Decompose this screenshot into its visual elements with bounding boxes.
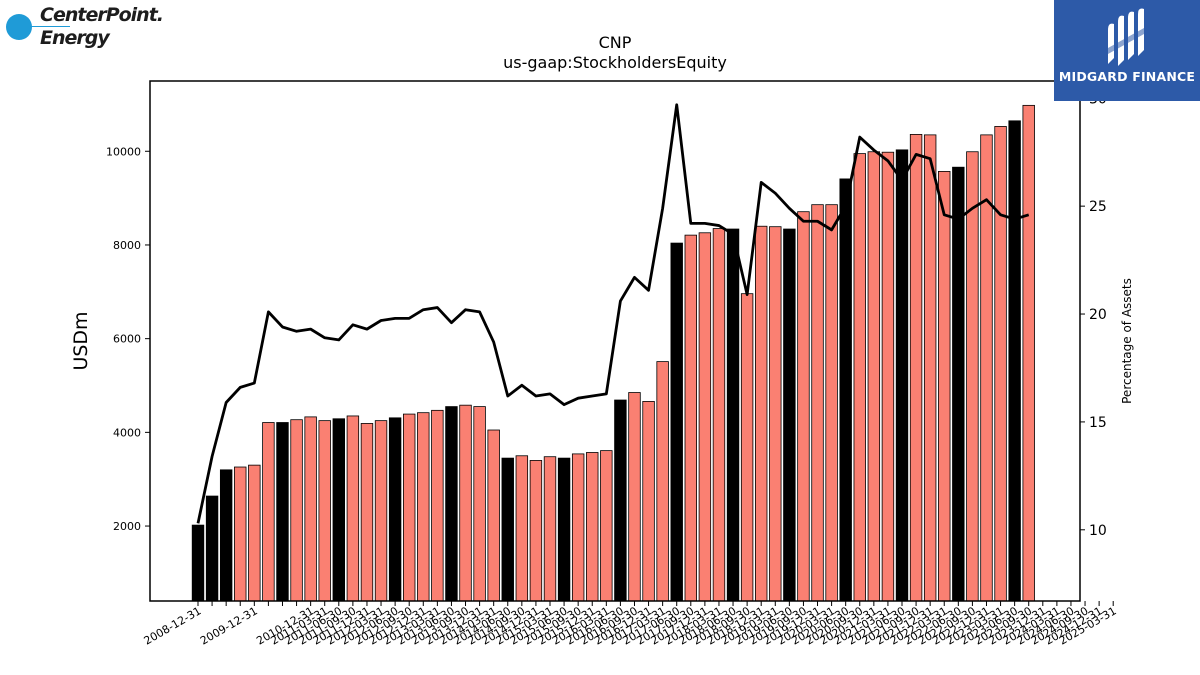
logo-line-icon xyxy=(20,26,70,27)
bar xyxy=(459,404,472,602)
y-tick-label: 10000 xyxy=(106,145,141,158)
bar xyxy=(712,228,726,602)
bar xyxy=(881,151,895,602)
y2-axis-label: Percentage of Assets xyxy=(1120,278,1134,404)
bar xyxy=(304,416,317,602)
bar xyxy=(628,392,641,602)
bar xyxy=(966,151,979,602)
bar xyxy=(205,495,219,602)
y2-tick-label: 25 xyxy=(1089,199,1107,215)
bar xyxy=(234,466,247,602)
logo-dot-icon xyxy=(6,14,32,40)
line-series xyxy=(196,103,1030,524)
bar xyxy=(557,457,571,602)
y-tick-label: 8000 xyxy=(113,239,141,252)
bar xyxy=(388,417,402,602)
plot-frame xyxy=(149,80,1081,602)
y2-tick-label: 10 xyxy=(1089,523,1107,539)
logo-wordmark: CenterPoint. Energy xyxy=(40,4,164,50)
bar xyxy=(543,456,557,602)
centerpoint-logo: CenterPoint. Energy xyxy=(6,4,164,54)
bar xyxy=(346,415,360,602)
x-tick-label: 2008-12-31 xyxy=(142,604,204,647)
bar xyxy=(853,153,866,602)
bar xyxy=(501,457,514,602)
bar xyxy=(938,171,951,602)
bar xyxy=(276,422,289,602)
midgard-wordmark: MIDGARD FINANCE xyxy=(1058,69,1196,84)
logo-text-line1: CenterPoint. xyxy=(40,4,164,26)
bar xyxy=(402,413,416,602)
bar xyxy=(318,420,331,602)
bar xyxy=(769,226,782,602)
bar xyxy=(360,423,374,602)
bar xyxy=(726,228,740,602)
bar xyxy=(374,420,388,602)
chart-title: CNP xyxy=(599,33,632,52)
bar xyxy=(839,178,852,602)
bar xyxy=(417,412,430,602)
bar xyxy=(219,469,233,602)
bar xyxy=(867,151,881,602)
bar xyxy=(642,401,655,602)
bar xyxy=(895,149,909,602)
bar xyxy=(262,422,275,602)
bar xyxy=(600,450,613,602)
axes: 20004000600080001000010152025302008-12-3… xyxy=(106,80,1119,648)
bar xyxy=(191,524,205,602)
bar xyxy=(994,126,1007,602)
x-tick-label: 2009-12-31 xyxy=(198,604,260,647)
y-tick-label: 2000 xyxy=(113,520,141,533)
bar xyxy=(783,228,796,602)
bar xyxy=(1022,104,1035,602)
y2-tick-label: 20 xyxy=(1089,307,1107,323)
bar xyxy=(923,134,937,602)
bar xyxy=(670,242,683,602)
bar xyxy=(290,419,303,602)
bar xyxy=(487,429,500,602)
chart-subtitle: us-gaap:StockholdersEquity xyxy=(503,53,727,72)
bar xyxy=(431,409,444,602)
bar xyxy=(445,406,458,602)
y-tick-label: 6000 xyxy=(113,333,141,346)
bar xyxy=(473,406,486,602)
bar xyxy=(952,166,965,602)
percentage-line xyxy=(196,103,1030,524)
y-tick-label: 4000 xyxy=(113,426,141,439)
bar xyxy=(571,453,585,602)
logo-text-line2: Energy xyxy=(40,27,110,49)
midgard-finance-logo: MIDGARD FINANCE xyxy=(1054,0,1200,101)
y2-tick-label: 15 xyxy=(1089,415,1107,431)
bar xyxy=(248,464,261,602)
bar xyxy=(529,460,543,602)
bar xyxy=(909,134,923,602)
bar xyxy=(740,293,754,602)
bar xyxy=(684,234,698,602)
bar xyxy=(1008,120,1021,602)
bar xyxy=(614,399,627,602)
bar xyxy=(698,232,712,602)
bar xyxy=(811,204,824,602)
bar xyxy=(332,418,346,602)
bar xyxy=(515,455,529,602)
bar-series xyxy=(191,104,1035,602)
y-axis-label: USDm xyxy=(70,311,92,370)
bar xyxy=(586,452,599,602)
bar xyxy=(797,211,810,602)
bar xyxy=(755,225,768,602)
midgard-logo-icon xyxy=(1108,8,1144,66)
bar xyxy=(656,361,669,602)
bar xyxy=(825,204,838,602)
